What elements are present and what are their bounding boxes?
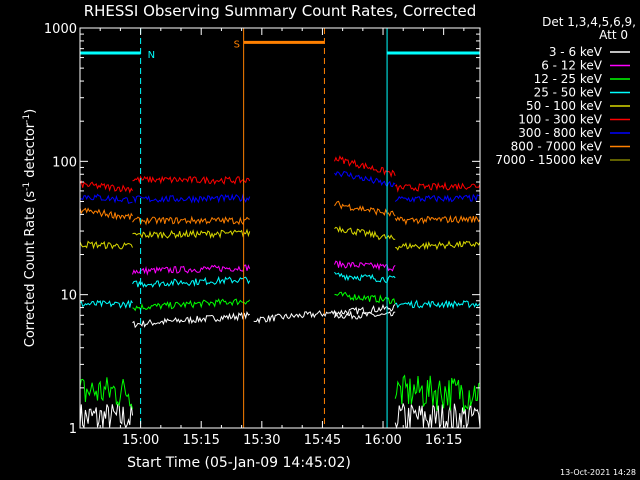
legend-label-0: 3 - 6 keV	[549, 45, 603, 59]
series-line-0	[334, 310, 396, 320]
series-line-4	[79, 240, 133, 250]
series-line-7	[79, 207, 133, 221]
series-line-5	[394, 181, 481, 193]
legend-label-7: 800 - 7000 keV	[511, 140, 603, 154]
series-line-4	[334, 225, 396, 241]
y-axis-label: Corrected Count Rate (s-1 detector-1)	[22, 109, 38, 347]
series-line-7	[394, 214, 481, 226]
plot-frame	[79, 27, 481, 429]
series-line-0	[79, 403, 133, 429]
series-line-1	[334, 260, 396, 272]
legend-label-4: 50 - 100 keV	[526, 99, 603, 113]
y-tick-label-2: 100	[52, 155, 77, 170]
series-line-2	[334, 291, 396, 305]
x-tick-label-5: 16:15	[425, 433, 462, 448]
series-line-6	[79, 193, 133, 204]
x-tick-label-1: 15:15	[182, 433, 219, 448]
series-line-0	[132, 311, 250, 329]
series-line-5	[79, 179, 133, 194]
legend-label-5: 100 - 300 keV	[518, 113, 602, 127]
legend-label-3: 25 - 50 keV	[534, 86, 603, 100]
flag-label-n: N	[148, 50, 155, 61]
series-line-6	[334, 170, 396, 188]
series-line-3	[132, 275, 251, 288]
series-line-2	[132, 298, 251, 312]
series-line-1	[132, 264, 251, 276]
series-line-0	[394, 403, 481, 430]
legend-label-8: 7000 - 15000 keV	[495, 153, 602, 167]
axes: 15:00 15:15 15:30 15:45 16:00 16:15 1 10 100 1000	[44, 22, 480, 448]
x-tick-label-0: 15:00	[122, 433, 159, 448]
flag-markers: NS	[80, 28, 480, 428]
x-tick-label-3: 15:45	[304, 433, 341, 448]
series-line-0	[253, 303, 396, 325]
x-axis-label: Start Time (05-Jan-09 14:45:02)	[127, 455, 351, 471]
series-line-4	[132, 228, 251, 240]
series-line-3	[395, 299, 481, 310]
series-line-7	[334, 200, 396, 217]
series-line-4	[395, 240, 481, 251]
x-tick-label-2: 15:30	[243, 433, 280, 448]
legend-label-1: 6 - 12 keV	[541, 59, 603, 73]
series-line-5	[132, 175, 251, 186]
legend-header-detectors: Det 1,3,4,5,6,9,	[542, 15, 636, 29]
chart-title: RHESSI Observing Summary Count Rates, Co…	[84, 2, 477, 20]
series-line-2	[394, 374, 481, 412]
legend-label-2: 12 - 25 keV	[534, 72, 603, 86]
series-line-5	[334, 155, 396, 178]
legend-header-attenuator: Att 0	[599, 28, 628, 42]
flag-label-s: S	[234, 39, 240, 50]
y-tick-label-0: 1	[69, 422, 77, 437]
y-tick-label-3: 1000	[44, 22, 77, 37]
y-tick-label-1: 10	[60, 289, 77, 304]
series-line-2	[79, 377, 133, 410]
series-line-7	[132, 215, 250, 226]
legend-label-6: 300 - 800 keV	[518, 126, 602, 140]
x-tick-label-4: 16:00	[364, 433, 401, 448]
series-line-3	[79, 299, 133, 309]
generation-timestamp: 13-Oct-2021 14:28	[560, 468, 636, 477]
series-lines	[79, 155, 481, 430]
series-line-6	[394, 193, 480, 203]
series-line-6	[132, 193, 251, 204]
series-line-3	[334, 271, 396, 283]
